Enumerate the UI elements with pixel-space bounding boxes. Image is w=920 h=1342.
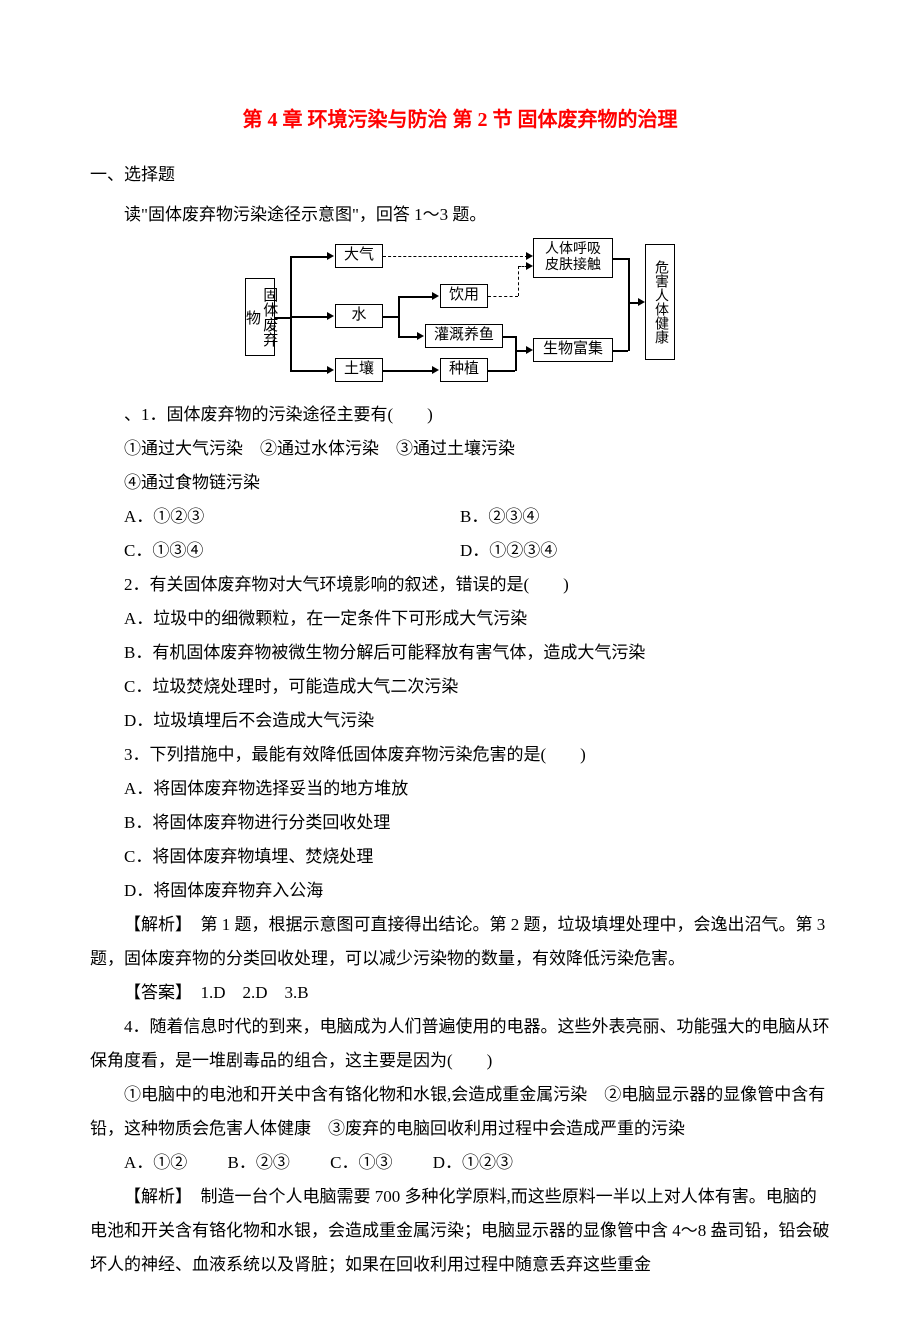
intro-text: 读"固体废弃物污染途径示意图"，回答 1～3 题。	[90, 198, 830, 232]
node-fish: 灌溉养鱼	[425, 324, 503, 348]
q1-optC: C．①③④	[90, 534, 460, 568]
flowchart-diagram: 固体废弃物 大气 水 土壤 饮用 灌溉养鱼 种植 人体呼吸 皮肤接触 生物富集 …	[245, 238, 675, 388]
q3-stem: 3．下列措施中，最能有效降低固体废弃物污染危害的是( )	[90, 738, 830, 772]
q2-A: A．垃圾中的细微颗粒，在一定条件下可形成大气污染	[90, 602, 830, 636]
node-air: 大气	[335, 244, 383, 268]
node-plant: 种植	[440, 358, 488, 382]
q1-optB: B．②③④	[460, 500, 830, 534]
node-bio: 生物富集	[533, 338, 613, 362]
q1-optD: D．①②③④	[460, 534, 830, 568]
q1-optA: A．①②③	[90, 500, 460, 534]
q1-subopts-2: ④通过食物链污染	[90, 466, 830, 500]
answer-1: 【答案】 1.D 2.D 3.B	[90, 976, 830, 1010]
node-drink: 饮用	[440, 284, 488, 308]
q4-stem1: 4．随着信息时代的到来，电脑成为人们普遍使用的电器。这些外表亮丽、功能强大的电脑…	[90, 1010, 830, 1078]
q4-optC: C．①③	[330, 1153, 392, 1172]
q1-stem: 、1．固体废弃物的污染途径主要有( )	[90, 398, 830, 432]
q4-optB: B．②③	[228, 1153, 290, 1172]
q3-A: A．将固体废弃物选择妥当的地方堆放	[90, 772, 830, 806]
node-solid-waste: 固体废弃物	[245, 278, 275, 356]
q3-B: B．将固体废弃物进行分类回收处理	[90, 806, 830, 840]
section-heading: 一、选择题	[90, 158, 830, 192]
page: 第 4 章 环境污染与防治 第 2 节 固体废弃物的治理 一、选择题 读"固体废…	[0, 0, 920, 1342]
diagram-container: 固体废弃物 大气 水 土壤 饮用 灌溉养鱼 种植 人体呼吸 皮肤接触 生物富集 …	[90, 238, 830, 388]
chapter-title: 第 4 章 环境污染与防治 第 2 节 固体废弃物的治理	[90, 100, 830, 140]
q1-row1: A．①②③ B．②③④	[90, 500, 830, 534]
q4-options: A．①② B．②③ C．①③ D．①②③	[90, 1146, 830, 1180]
node-human-path: 人体呼吸 皮肤接触	[533, 238, 613, 278]
q4-optD: D．①②③	[433, 1153, 513, 1172]
explanation-4: 【解析】 制造一台个人电脑需要 700 多种化学原料,而这些原料一半以上对人体有…	[90, 1180, 830, 1282]
q2-D: D．垃圾填埋后不会造成大气污染	[90, 704, 830, 738]
node-water: 水	[335, 304, 383, 328]
q4-stem2: ①电脑中的电池和开关中含有铬化物和水银,会造成重金属污染 ②电脑显示器的显像管中…	[90, 1078, 830, 1146]
q4-optA: A．①②	[124, 1153, 187, 1172]
q2-C: C．垃圾焚烧处理时，可能造成大气二次污染	[90, 670, 830, 704]
node-harm: 危害人体健康	[645, 244, 675, 360]
q2-B: B．有机固体废弃物被微生物分解后可能释放有害气体，造成大气污染	[90, 636, 830, 670]
q3-C: C．将固体废弃物填埋、焚烧处理	[90, 840, 830, 874]
q1-row2: C．①③④ D．①②③④	[90, 534, 830, 568]
q3-D: D．将固体废弃物弃入公海	[90, 874, 830, 908]
q2-stem: 2．有关固体废弃物对大气环境影响的叙述，错误的是( )	[90, 568, 830, 602]
node-soil: 土壤	[335, 358, 383, 382]
explanation-1: 【解析】 第 1 题，根据示意图可直接得出结论。第 2 题，垃圾填埋处理中，会逸…	[90, 908, 830, 976]
q1-subopts-1: ①通过大气污染 ②通过水体污染 ③通过土壤污染	[90, 432, 830, 466]
